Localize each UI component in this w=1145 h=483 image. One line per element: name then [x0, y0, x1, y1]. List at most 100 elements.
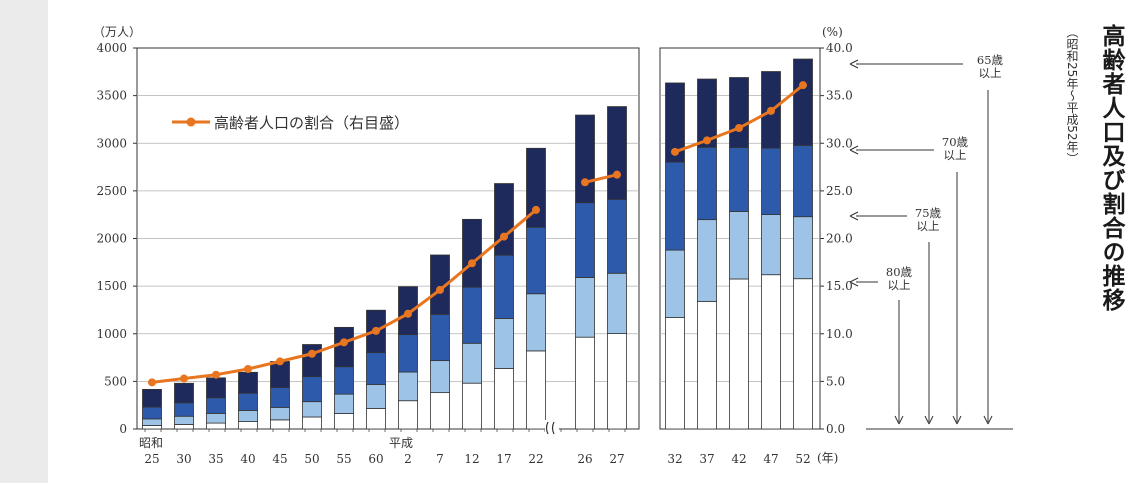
ratio-point: [244, 364, 252, 373]
bar-segment: [697, 219, 717, 302]
x-tick-label: 45: [272, 452, 287, 466]
bar-segment: [665, 82, 685, 163]
bar-segment: [665, 249, 685, 318]
bar-segment: [793, 278, 813, 430]
x-tick-label: 35: [208, 452, 223, 466]
annotation-label: 以上: [888, 278, 911, 292]
bar-segment: [174, 415, 194, 425]
bar-segment: [430, 392, 450, 430]
legend-marker: [186, 117, 196, 127]
bar-segment: [238, 421, 258, 430]
ratio-point: [212, 370, 220, 379]
x-tick-label: 30: [176, 452, 191, 466]
annotation-label: 65歳: [977, 53, 1004, 67]
bar-segment: [238, 371, 258, 394]
bar-segment: [174, 424, 194, 430]
y-tick-label: 2500: [96, 184, 127, 198]
annotation-arrowhead: [849, 277, 859, 287]
x-tick-label: 47: [763, 452, 778, 466]
bar-segment: [206, 377, 226, 399]
ratio-point: [340, 338, 348, 347]
ratio-point: [372, 326, 380, 335]
x-tick-label: 7: [436, 452, 444, 466]
axis-break-mark: [545, 420, 559, 438]
bar-segment: [462, 286, 482, 344]
annotation-down-arrowhead: [983, 415, 993, 425]
annotation-arrowhead: [849, 59, 859, 69]
bar-segment: [366, 352, 386, 385]
bar-segment: [494, 254, 514, 319]
legend-label: 高齢者人口の割合（右目盛）: [214, 114, 409, 132]
bar-segment: [302, 416, 322, 430]
ratio-line: [148, 81, 807, 387]
annotation-down-arrowhead: [952, 415, 962, 425]
bar-segment: [729, 278, 749, 430]
y2-tick-label: 30.0: [826, 136, 853, 150]
bar-segment: [270, 361, 290, 388]
bar-segment: [302, 401, 322, 418]
ratio-point: [148, 378, 156, 387]
x-tick-label: 26: [577, 452, 592, 466]
left-sidebar-panel: [0, 0, 48, 483]
chart-subtitle: （昭和25年～平成52年）: [1065, 26, 1079, 165]
ratio-point: [799, 81, 807, 90]
bar-segment: [494, 318, 514, 369]
bar-segment: [462, 382, 482, 430]
y-tick-label: 3500: [96, 89, 127, 103]
bar-segment: [398, 400, 418, 430]
ratio-point: [735, 124, 743, 133]
y2-tick-label: 40.0: [826, 41, 853, 55]
y-tick-label: 1000: [96, 327, 127, 341]
bar-segment: [607, 198, 627, 274]
y2-tick-label: 35.0: [826, 89, 853, 103]
bar-segment: [607, 106, 627, 200]
ratio-point: [671, 147, 679, 156]
bar-segment: [761, 214, 781, 276]
x-tick-label: 37: [699, 452, 714, 466]
bar-segment: [729, 77, 749, 148]
bar-segment: [398, 371, 418, 402]
ratio-point: [404, 309, 412, 318]
bar-segment: [494, 183, 514, 256]
bar-segment: [174, 402, 194, 417]
bar-segment: [142, 418, 162, 426]
bar-segment: [302, 376, 322, 403]
bar-segment: [526, 350, 546, 430]
annotation-label: 75歳: [915, 206, 942, 220]
ratio-point: [500, 232, 508, 241]
bar-segment: [761, 147, 781, 215]
bar-segment: [334, 393, 354, 414]
ratio-point: [767, 106, 775, 115]
x-tick-label: 52: [795, 452, 810, 466]
y2-tick-label: 0.0: [826, 422, 845, 436]
x-axis-labels: 25 30 35 40 45 50 55 60 2 7 12 17 22 26 27 32 37 42 47 52: [144, 429, 811, 466]
y2-tick-label: 15.0: [826, 279, 853, 293]
right-axis-unit: (%): [822, 25, 843, 39]
ratio-point: [613, 170, 621, 179]
bar-segment: [665, 317, 685, 430]
annotation-label: 以上: [944, 148, 967, 162]
y-axis-ticks: 0 500 1000 1500 2000 2500 3000 3500 4000 0.0 5.0 10…: [96, 41, 852, 436]
ratio-point: [276, 357, 284, 366]
ratio-point: [308, 349, 316, 358]
bar-segment: [142, 425, 162, 430]
ratio-point: [436, 285, 444, 294]
bar-segment: [494, 368, 514, 430]
bar-segment: [142, 406, 162, 420]
y2-tick-label: 20.0: [826, 232, 853, 246]
bar-segment: [398, 334, 418, 373]
annotation-label: 以上: [917, 219, 940, 233]
x-tick-label: 42: [731, 452, 746, 466]
bar-segment: [270, 419, 290, 430]
bar-segment: [366, 408, 386, 430]
x-tick-label: 17: [496, 452, 511, 466]
bar-segment: [238, 410, 258, 422]
x-tick-label: 27: [609, 452, 624, 466]
x-tick-label: 2: [404, 452, 412, 466]
bar-segment: [462, 342, 482, 384]
y-tick-label: 0: [119, 422, 127, 436]
x-tick-label: 22: [528, 452, 543, 466]
bar-segment: [729, 147, 749, 212]
legend: 高齢者人口の割合（右目盛）: [172, 114, 409, 132]
bar-segment: [206, 397, 226, 414]
